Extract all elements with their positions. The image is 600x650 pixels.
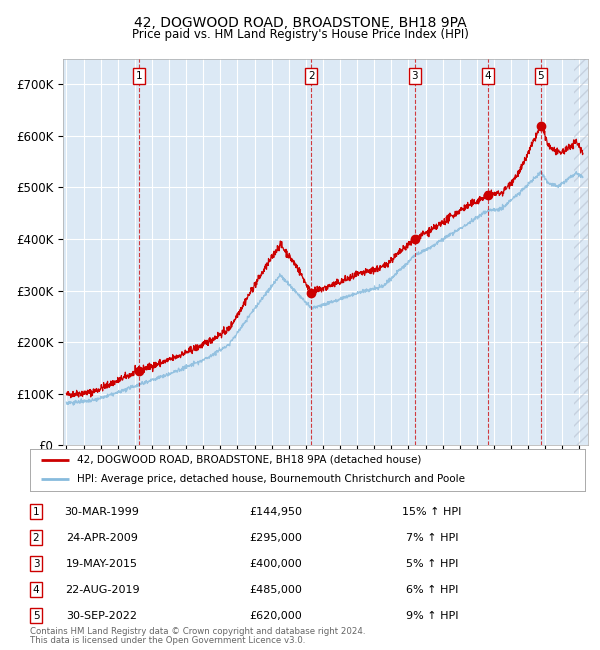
Text: 5: 5 [32,610,40,621]
Text: This data is licensed under the Open Government Licence v3.0.: This data is licensed under the Open Gov… [30,636,305,645]
Text: 24-APR-2009: 24-APR-2009 [66,532,138,543]
Text: £295,000: £295,000 [250,532,302,543]
Text: 42, DOGWOOD ROAD, BROADSTONE, BH18 9PA (detached house): 42, DOGWOOD ROAD, BROADSTONE, BH18 9PA (… [77,455,422,465]
Text: 19-MAY-2015: 19-MAY-2015 [66,558,138,569]
Text: Contains HM Land Registry data © Crown copyright and database right 2024.: Contains HM Land Registry data © Crown c… [30,627,365,636]
Text: 42, DOGWOOD ROAD, BROADSTONE, BH18 9PA: 42, DOGWOOD ROAD, BROADSTONE, BH18 9PA [134,16,466,31]
Text: 3: 3 [32,558,40,569]
Text: 22-AUG-2019: 22-AUG-2019 [65,584,139,595]
Text: 30-MAR-1999: 30-MAR-1999 [65,506,139,517]
Text: 4: 4 [484,71,491,81]
Text: £485,000: £485,000 [250,584,302,595]
Text: 6% ↑ HPI: 6% ↑ HPI [406,584,458,595]
Text: 5: 5 [538,71,544,81]
Text: 3: 3 [412,71,418,81]
Text: Price paid vs. HM Land Registry's House Price Index (HPI): Price paid vs. HM Land Registry's House … [131,28,469,41]
Text: 2: 2 [32,532,40,543]
Text: 15% ↑ HPI: 15% ↑ HPI [403,506,461,517]
Text: 1: 1 [32,506,40,517]
Text: 5% ↑ HPI: 5% ↑ HPI [406,558,458,569]
Text: £144,950: £144,950 [250,506,302,517]
Text: £400,000: £400,000 [250,558,302,569]
Text: £620,000: £620,000 [250,610,302,621]
Text: 4: 4 [32,584,40,595]
Text: HPI: Average price, detached house, Bournemouth Christchurch and Poole: HPI: Average price, detached house, Bour… [77,474,465,484]
Text: 30-SEP-2022: 30-SEP-2022 [67,610,137,621]
Text: 7% ↑ HPI: 7% ↑ HPI [406,532,458,543]
Text: 2: 2 [308,71,314,81]
Text: 9% ↑ HPI: 9% ↑ HPI [406,610,458,621]
Text: 1: 1 [136,71,142,81]
